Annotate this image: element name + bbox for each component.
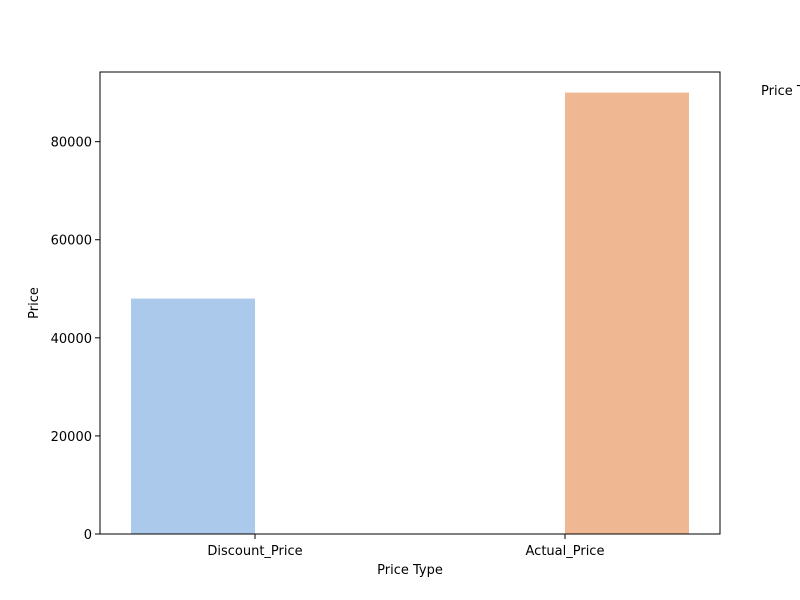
- y-tick-label: 0: [84, 528, 92, 543]
- x-tick-label: Actual_Price: [526, 544, 605, 559]
- y-axis: 0 20000 40000 60000 80000: [51, 136, 100, 543]
- y-tick-label: 40000: [51, 332, 92, 347]
- y-tick-label: 20000: [51, 430, 92, 445]
- y-tick-label: 60000: [51, 234, 92, 249]
- x-tick-label: Discount_Price: [207, 544, 302, 559]
- legend-title: Price T: [761, 84, 800, 99]
- x-axis: Discount_Price Actual_Price: [207, 534, 604, 559]
- y-axis-label: Price: [27, 287, 42, 319]
- x-axis-label: Price Type: [377, 563, 443, 578]
- bar-actual-price: [565, 92, 689, 534]
- plot-frame: [99, 71, 721, 535]
- bar-discount-price: [131, 298, 255, 534]
- y-tick-label: 80000: [51, 136, 92, 151]
- bars-group: [131, 92, 689, 534]
